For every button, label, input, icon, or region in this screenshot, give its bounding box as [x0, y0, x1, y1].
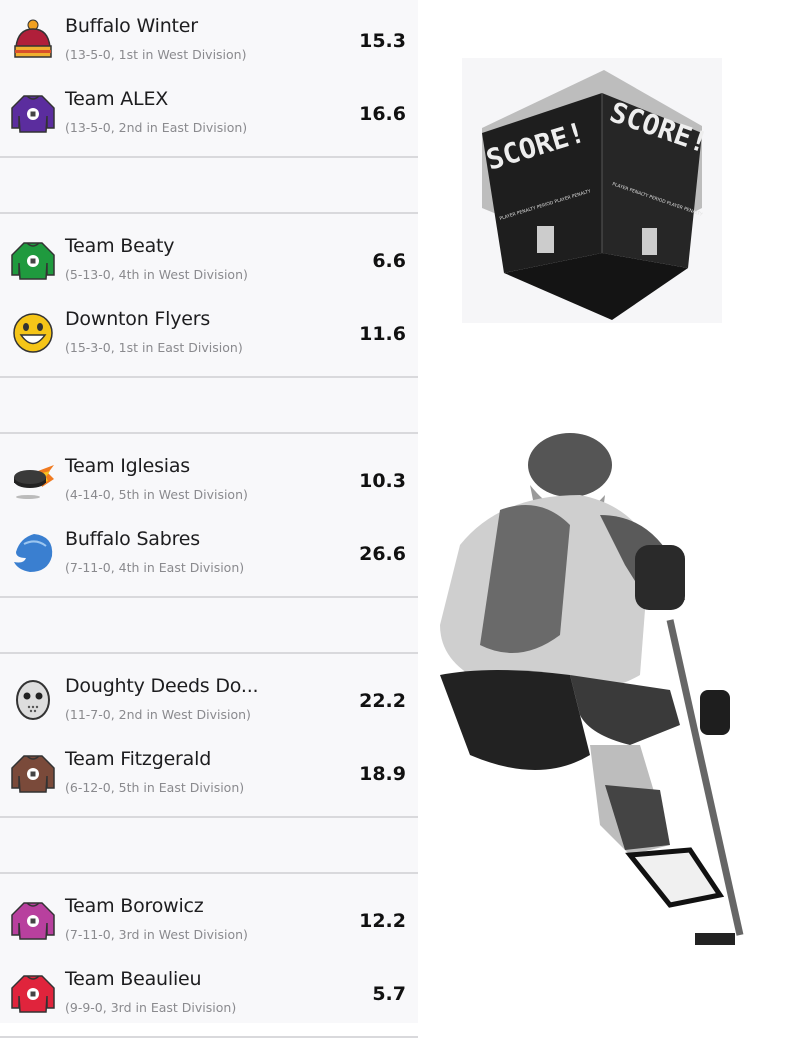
matchup-divider-top — [0, 872, 418, 874]
team-record: (6-12-0, 5th in East Division) — [65, 780, 245, 795]
team-row[interactable]: Doughty Deeds Do... (11-7-0, 2nd in West… — [0, 673, 418, 746]
jersey-icon — [10, 897, 56, 943]
svg-text:PLAYER PENALTY PERIOD PLAYER P: PLAYER PENALTY PERIOD PLAYER PENALTY — [499, 188, 592, 222]
matchup-divider-bottom — [0, 816, 418, 818]
matchup-list: Buffalo Winter (13-5-0, 1st in West Divi… — [0, 0, 418, 1038]
team-record: (5-13-0, 4th in West Division) — [65, 267, 248, 282]
grinning-face-icon — [10, 310, 56, 356]
team-record: (13-5-0, 1st in West Division) — [65, 47, 247, 62]
team-score: 10.3 — [359, 470, 406, 492]
matchup-divider-top — [0, 212, 418, 214]
matchup-divider-bottom — [0, 596, 418, 598]
matchup-divider-top — [0, 652, 418, 654]
team-record: (7-11-0, 4th in East Division) — [65, 560, 245, 575]
matchup-divider-top — [0, 432, 418, 434]
team-name[interactable]: Downton Flyers — [65, 308, 211, 330]
team-score: 6.6 — [372, 250, 406, 272]
team-row[interactable]: Team Fitzgerald (6-12-0, 5th in East Div… — [0, 746, 418, 819]
team-record: (13-5-0, 2nd in East Division) — [65, 120, 248, 135]
winter-hat-icon — [10, 17, 56, 63]
team-name[interactable]: Team ALEX — [65, 88, 169, 110]
matchup-divider-bottom — [0, 156, 418, 158]
jersey-icon — [10, 750, 56, 796]
team-row[interactable]: Team Beaulieu (9-9-0, 3rd in East Divisi… — [0, 966, 418, 1039]
team-name[interactable]: Buffalo Sabres — [65, 528, 200, 550]
team-name[interactable]: Team Beaty — [65, 235, 175, 257]
team-name[interactable]: Team Iglesias — [65, 455, 191, 477]
team-score: 15.3 — [359, 30, 406, 52]
hockey-player-image — [430, 425, 760, 950]
team-row[interactable]: Team Beaty (5-13-0, 4th in West Division… — [0, 233, 418, 306]
team-score: 5.7 — [372, 983, 406, 1005]
team-record: (15-3-0, 1st in East Division) — [65, 340, 243, 355]
team-row[interactable]: Team Borowicz (7-11-0, 3rd in West Divis… — [0, 893, 418, 966]
team-row[interactable]: Buffalo Sabres (7-11-0, 4th in East Divi… — [0, 526, 418, 599]
matchup-divider-bottom — [0, 1036, 418, 1038]
matchup-card[interactable]: Buffalo Winter (13-5-0, 1st in West Divi… — [0, 0, 418, 157]
team-record: (9-9-0, 3rd in East Division) — [65, 1000, 237, 1015]
team-score: 18.9 — [359, 763, 406, 785]
team-row[interactable]: Team Iglesias (4-14-0, 5th in West Divis… — [0, 453, 418, 526]
jersey-icon — [10, 90, 56, 136]
team-name[interactable]: Buffalo Winter — [65, 15, 198, 37]
matchup-divider-bottom — [0, 376, 418, 378]
team-row[interactable]: Team ALEX (13-5-0, 2nd in East Division)… — [0, 86, 418, 159]
jersey-icon — [10, 970, 56, 1016]
team-name[interactable]: Team Fitzgerald — [65, 748, 212, 770]
team-score: 16.6 — [359, 103, 406, 125]
matchup-card[interactable]: Team Beaty (5-13-0, 4th in West Division… — [0, 213, 418, 377]
team-name[interactable]: Team Beaulieu — [65, 968, 202, 990]
team-row[interactable]: Buffalo Winter (13-5-0, 1st in West Divi… — [0, 13, 418, 86]
matchup-card[interactable]: Doughty Deeds Do... (11-7-0, 2nd in West… — [0, 653, 418, 817]
team-record: (4-14-0, 5th in West Division) — [65, 487, 248, 502]
scoreboard-image: SCORE! SCORE! PLAYER PENALTY PERIOD PLAY… — [462, 58, 722, 323]
team-score: 26.6 — [359, 543, 406, 565]
team-record: (7-11-0, 3rd in West Division) — [65, 927, 248, 942]
team-score: 12.2 — [359, 910, 406, 932]
team-name[interactable]: Doughty Deeds Do... — [65, 675, 259, 697]
jersey-icon — [10, 237, 56, 283]
flaming-puck-icon — [10, 457, 56, 503]
team-score: 11.6 — [359, 323, 406, 345]
team-name[interactable]: Team Borowicz — [65, 895, 204, 917]
team-record: (11-7-0, 2nd in West Division) — [65, 707, 251, 722]
goalie-mask-icon — [10, 677, 56, 723]
team-row[interactable]: Downton Flyers (15-3-0, 1st in East Divi… — [0, 306, 418, 379]
matchup-card[interactable]: Team Iglesias (4-14-0, 5th in West Divis… — [0, 433, 418, 597]
sabres-logo-icon — [10, 530, 56, 576]
team-score: 22.2 — [359, 690, 406, 712]
matchup-card[interactable]: Team Borowicz (7-11-0, 3rd in West Divis… — [0, 873, 418, 1037]
